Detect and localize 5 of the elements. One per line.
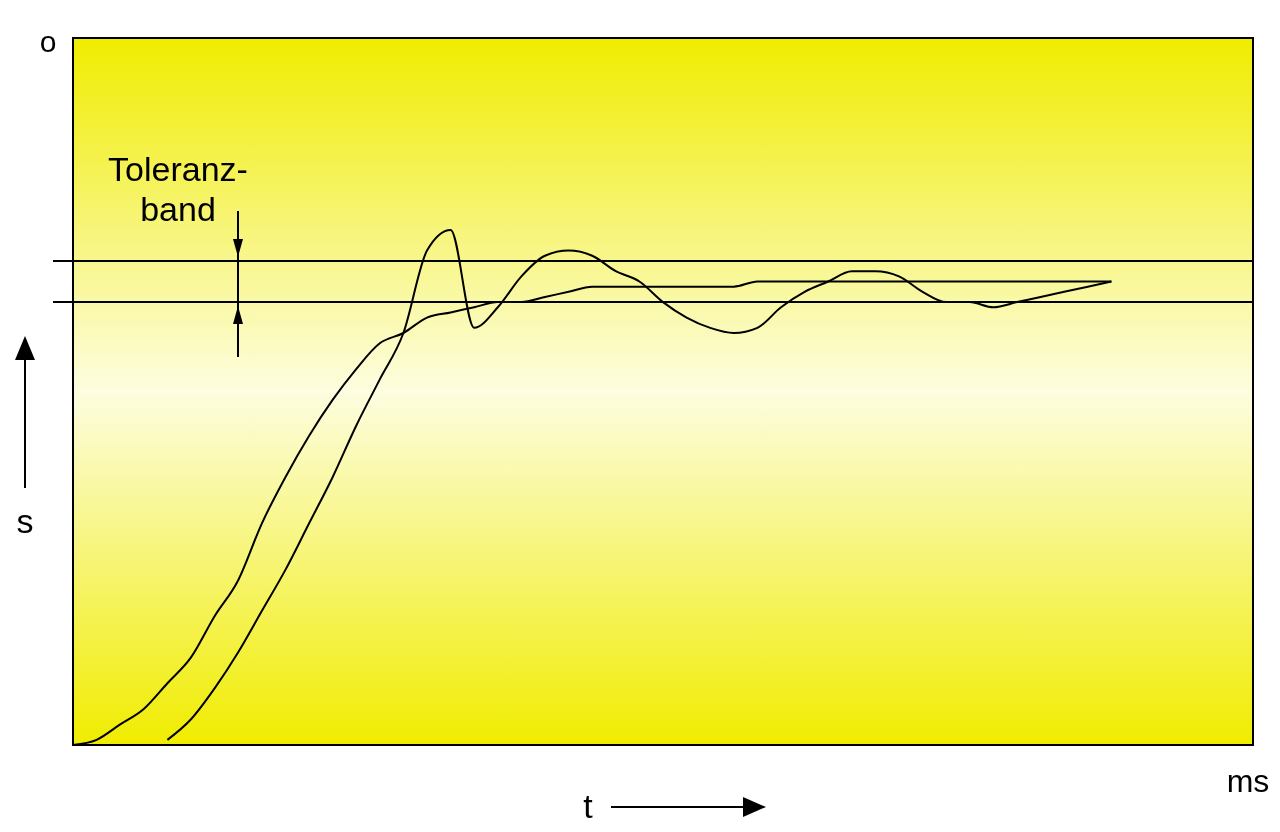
y-axis-title: s [16, 502, 34, 540]
x-axis-title: t [583, 787, 594, 825]
text: ms [1226, 763, 1270, 799]
text: o [39, 25, 57, 58]
ref-line-label: Toleranz- band [108, 149, 248, 228]
